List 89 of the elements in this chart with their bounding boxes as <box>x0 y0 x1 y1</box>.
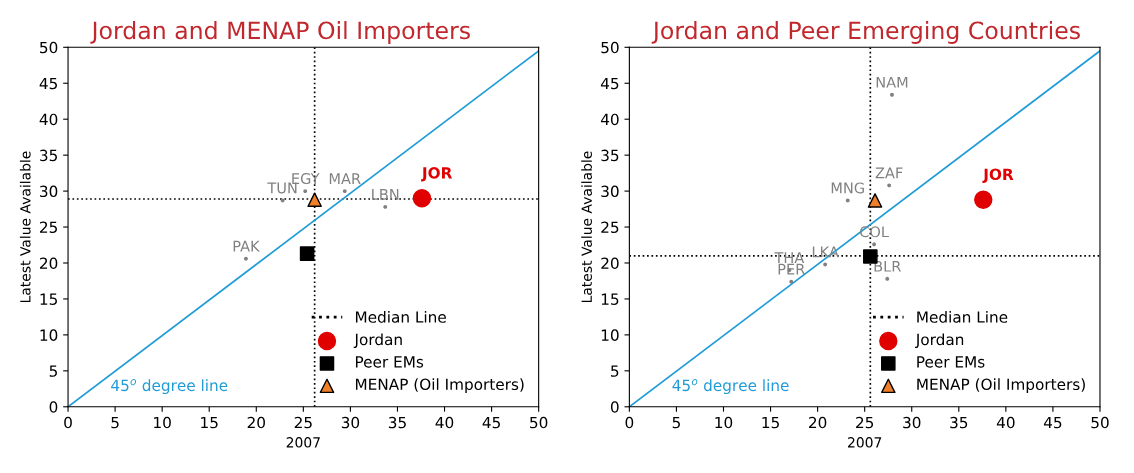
y-tick-label: 50 <box>601 41 619 54</box>
x-tick-label: 0 <box>64 416 72 429</box>
x-tick-label: 50 <box>1091 416 1109 429</box>
y-tick-label: 40 <box>600 113 619 126</box>
point <box>872 242 877 247</box>
x-tick-label: 5 <box>111 416 119 429</box>
x-tick-label: 10 <box>715 416 733 429</box>
point <box>303 189 308 194</box>
point <box>280 198 285 203</box>
point <box>887 183 892 188</box>
x-axis-title: 2007 <box>848 437 882 448</box>
chart-title: Jordan and MENAP Oil Importers <box>90 21 470 44</box>
point <box>342 189 347 194</box>
x-tick-label: 20 <box>809 416 827 429</box>
x-tick-label: 15 <box>201 416 218 429</box>
x-tick-label: 45 <box>1043 416 1062 429</box>
x-tick-label: 35 <box>950 416 968 429</box>
point <box>974 190 993 209</box>
y-tick-label: 45 <box>600 77 619 90</box>
x-tick-label: 10 <box>154 416 171 429</box>
y-tick-label: 50 <box>40 41 58 54</box>
y-tick-label: 15 <box>40 293 57 305</box>
y-tick-label: 5 <box>611 365 619 377</box>
annotation: 45$^{o}$ degree line <box>672 379 789 395</box>
data-label: MNG <box>831 182 864 194</box>
legend-label: Peer EMs <box>917 356 985 368</box>
ref-line-label: Median Line <box>917 310 1008 323</box>
x-tick-label: 40 <box>435 416 454 429</box>
point <box>867 193 883 208</box>
x-tick-label: 35 <box>388 416 406 429</box>
annotation: 45$^{o}$ degree line <box>111 379 228 395</box>
x-tick-label: 5 <box>672 416 680 429</box>
point <box>307 192 322 208</box>
y-tick-label: 10 <box>601 329 619 341</box>
data-label: PER <box>778 263 805 275</box>
data-label: THA <box>774 252 805 263</box>
y-tick-label: 5 <box>49 365 57 377</box>
data-label: PAK <box>233 240 260 252</box>
point <box>383 204 388 209</box>
legend-label: Jordan <box>915 333 964 349</box>
y-tick-label: 25 <box>601 221 619 234</box>
y-tick-label: 30 <box>40 185 58 198</box>
y-tick-label: 20 <box>601 257 619 270</box>
y-tick-label: 20 <box>40 257 58 270</box>
x-tick-label: 40 <box>996 416 1015 429</box>
y-axis-title: Latest Value Available <box>19 151 31 303</box>
y-axis-title: Latest Value Available <box>581 151 592 303</box>
y-tick-label: 45 <box>39 77 57 90</box>
data-label: LBN <box>372 189 399 200</box>
data-label: JOR <box>421 167 453 182</box>
point <box>789 279 794 284</box>
data-label: NAM <box>876 76 908 88</box>
x-tick-label: 0 <box>625 416 634 429</box>
y-tick-label: 0 <box>49 401 58 413</box>
y-tick-label: 35 <box>40 149 57 162</box>
data-label: BLR <box>874 260 901 272</box>
y-tick-label: 15 <box>601 293 619 305</box>
x-tick-label: 45 <box>482 416 500 429</box>
x-tick-label: 25 <box>294 416 312 429</box>
x-tick-label: 30 <box>341 416 360 429</box>
data-label: EGY <box>292 173 320 185</box>
x-tick-label: 50 <box>530 416 548 429</box>
point <box>890 92 894 97</box>
point <box>243 256 248 261</box>
legend-label: Jordan <box>353 333 402 349</box>
point <box>412 189 432 208</box>
x-tick-label: 25 <box>856 416 874 429</box>
y-tick-label: 30 <box>601 185 619 198</box>
y-tick-label: 10 <box>40 329 58 341</box>
x-tick-label: 30 <box>903 416 921 429</box>
data-label: JOR <box>982 168 1014 183</box>
legend-label: MENAP (Oil Importers) <box>355 378 524 394</box>
x-tick-label: 20 <box>247 416 265 429</box>
chart-title: Jordan and Peer Emerging Countries <box>651 21 1080 44</box>
point <box>299 246 315 261</box>
data-label: TUN <box>267 182 297 194</box>
legend-label: Peer EMs <box>355 356 424 368</box>
x-axis-title: 2007 <box>286 437 320 448</box>
point <box>823 262 828 267</box>
y-tick-label: 25 <box>40 221 57 234</box>
y-tick-label: 35 <box>601 149 619 162</box>
y-tick-label: 0 <box>610 401 619 413</box>
legend-label: MENAP (Oil Importers) <box>917 378 1085 394</box>
ref-line-label: Median Line <box>355 310 446 323</box>
data-label: ZAF <box>875 167 903 179</box>
y-tick-label: 40 <box>39 113 58 126</box>
x-tick-label: 15 <box>762 416 779 429</box>
point <box>885 276 890 281</box>
data-label: MAR <box>329 173 361 184</box>
